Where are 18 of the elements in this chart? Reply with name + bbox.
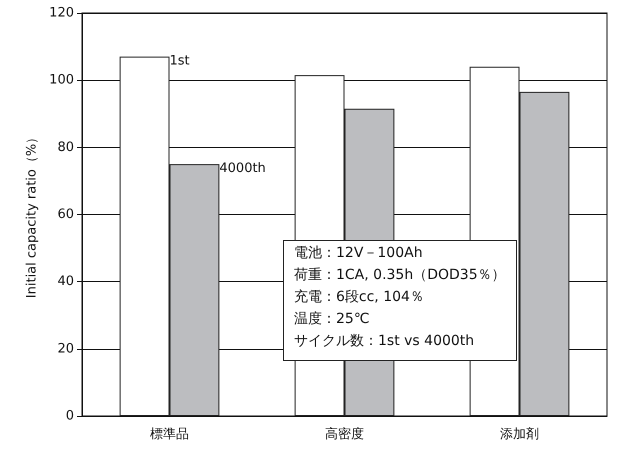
y-tick-label: 100 [49,72,74,88]
y-tick-label: 40 [57,274,74,290]
x-tick-label: 高密度 [325,426,364,442]
annotation: 電池：12V－100Ah [294,245,423,261]
y-axis-title: Initial capacity ratio（%） [24,130,40,298]
x-tick-label: 標準品 [150,427,189,442]
y-tick-label: 0 [66,408,74,424]
y-tick-label: 120 [49,6,74,20]
annotation: 充電：6段cc, 104％ [294,289,424,305]
annotation: 荷重：1CA, 0.35h（DOD35％） [294,267,506,283]
y-tick-label: 60 [57,207,74,222]
x-tick-label: 添加剤 [500,427,539,442]
series-label: 4000th [219,161,266,176]
y-tick-label: 80 [57,140,74,155]
series-label: 1st [170,54,190,69]
y-tick-label: 20 [57,341,74,356]
annotation: 温度：25℃ [294,311,370,327]
annotation: サイクル数：1st vs 4000th [294,333,474,349]
